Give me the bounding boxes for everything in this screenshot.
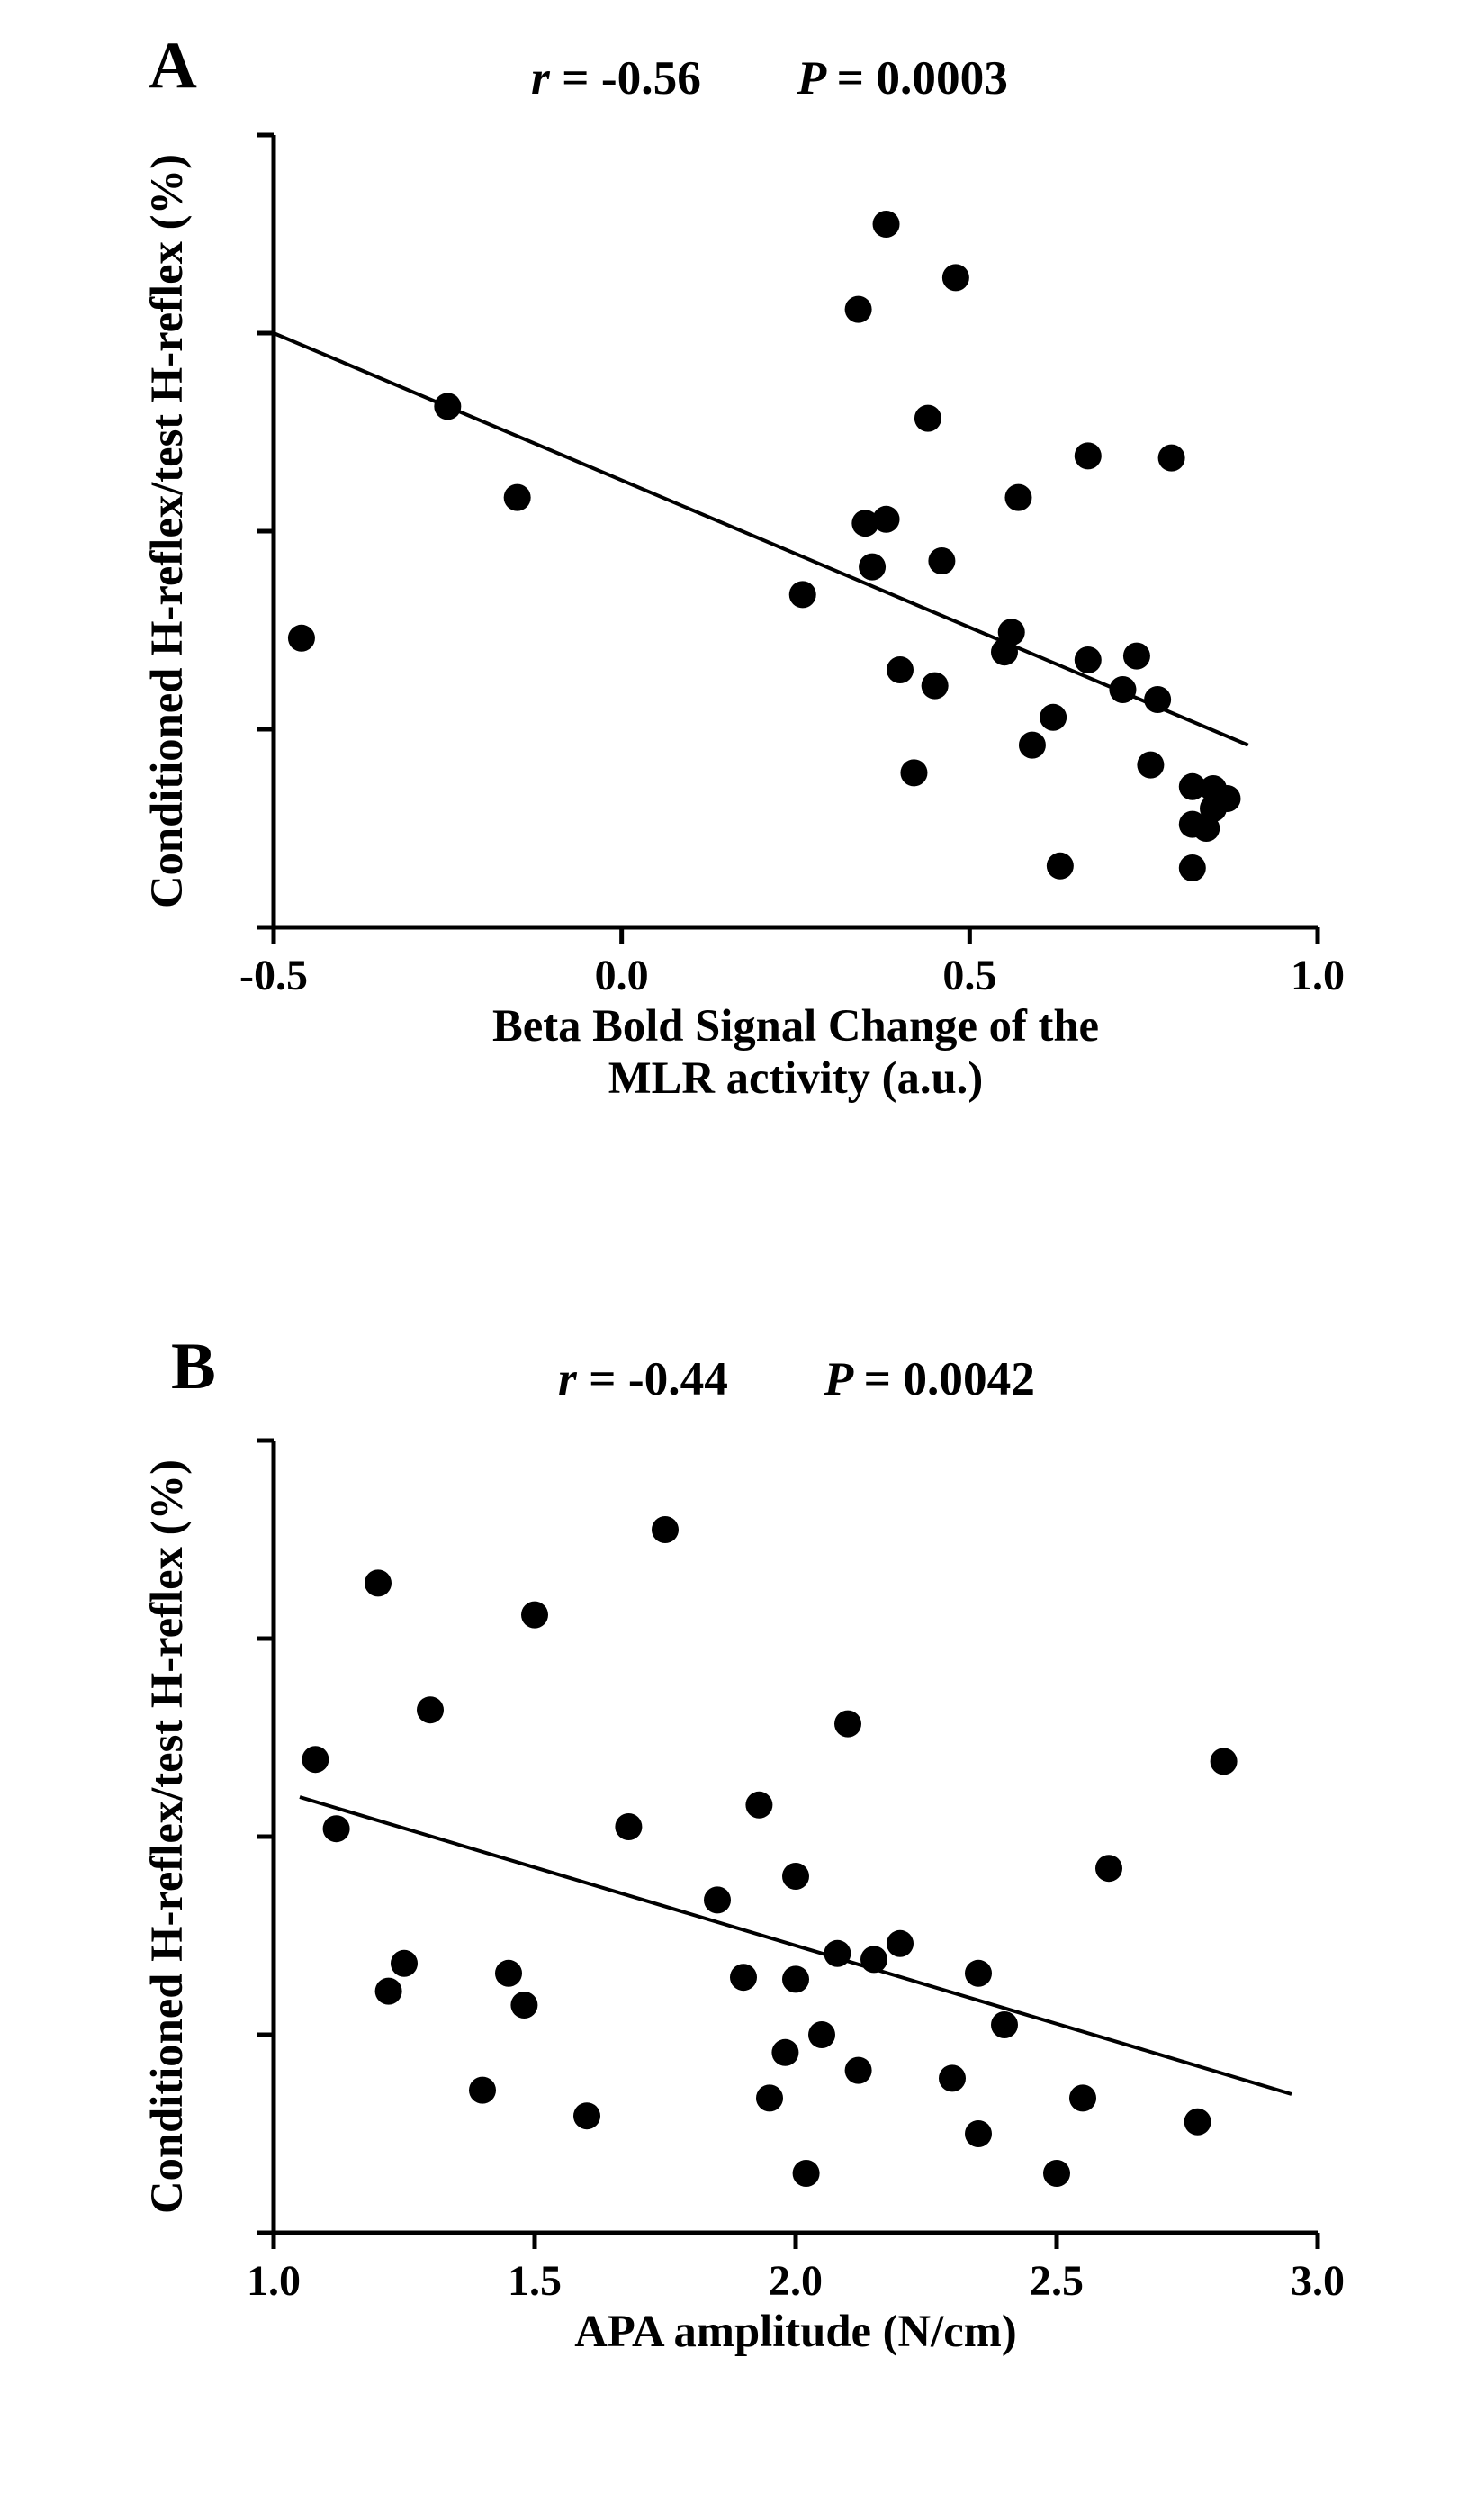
scatter-point [302, 1746, 329, 1773]
x-tick-label: 0.5 [942, 951, 996, 1000]
scatter-point [873, 211, 900, 238]
scatter-point [1137, 752, 1164, 779]
scatter-point [469, 2077, 496, 2104]
scatter-point [1179, 854, 1206, 881]
scatter-point [1095, 1855, 1122, 1882]
scatter-point [873, 506, 900, 533]
scatter-point [914, 405, 941, 432]
scatter-point [434, 393, 461, 420]
scatter-point [1043, 2160, 1070, 2187]
scatter-point [859, 554, 886, 581]
x-tick-label: 1.5 [508, 2256, 562, 2306]
scatter-point [834, 1711, 861, 1738]
scatter-point [504, 484, 531, 511]
scatter-point [887, 1930, 914, 1957]
scatter-point [1069, 2084, 1096, 2111]
scatter-point [510, 1992, 537, 2019]
x-tick-label: 3.0 [1291, 2256, 1345, 2306]
scatter-point [323, 1815, 350, 1842]
scatter-point [704, 1886, 731, 1913]
x-tick-label: 2.5 [1030, 2256, 1084, 2306]
scatter-point [615, 1813, 642, 1840]
panel-B-label: B [171, 1328, 216, 1405]
figure-root: A r = -0.56 P = 0.0003 Conditioned H-ref… [0, 0, 1459, 2520]
scatter-point [288, 625, 315, 652]
panel-A-xlabel-line2: MLR activity (a.u.) [274, 1052, 1318, 1104]
scatter-point [824, 1940, 851, 1967]
scatter-point [793, 2160, 820, 2187]
x-tick-label: -0.5 [239, 951, 308, 1000]
x-tick-label: 1.0 [247, 2256, 301, 2306]
scatter-point [365, 1569, 392, 1596]
scatter-point [789, 581, 816, 608]
x-tick-label: 0.0 [595, 951, 649, 1000]
scatter-point [942, 264, 969, 291]
scatter-point [928, 547, 955, 574]
scatter-point [782, 1863, 809, 1890]
scatter-point [845, 2057, 872, 2084]
scatter-point [1075, 646, 1102, 673]
scatter-point [939, 2064, 966, 2091]
scatter-point [887, 656, 914, 683]
scatter-point [991, 2011, 1018, 2038]
panel-A-chart [220, 81, 1372, 981]
scatter-point [808, 2021, 835, 2048]
panel-A-xlabel-line1: Beta Bold Signal Change of the [274, 999, 1318, 1052]
panel-A-y-axis-title: Conditioned H-reflex/test H-reflex (%) [140, 135, 193, 927]
scatter-point [745, 1792, 772, 1819]
x-tick-label: 1.0 [1291, 951, 1345, 1000]
scatter-point [1040, 704, 1067, 731]
scatter-point [1213, 785, 1240, 812]
scatter-point [1047, 853, 1074, 880]
scatter-point [1075, 442, 1102, 469]
panel-B-x-axis-title: APA amplitude (N/cm) [274, 2305, 1318, 2357]
scatter-point [860, 1946, 887, 1973]
scatter-point [756, 2084, 783, 2111]
regression-line [274, 333, 1248, 745]
panel-B-y-axis-title: Conditioned H-reflex/test H-reflex (%) [140, 1441, 193, 2233]
scatter-point [1004, 484, 1031, 511]
scatter-point [652, 1516, 679, 1543]
scatter-point [782, 1965, 809, 1992]
scatter-point [998, 619, 1025, 646]
scatter-point [1019, 732, 1046, 759]
scatter-point [965, 1960, 992, 1987]
scatter-point [375, 1978, 402, 2005]
scatter-point [1184, 2109, 1211, 2136]
scatter-point [573, 2102, 600, 2129]
scatter-point [1123, 643, 1150, 670]
panel-B-xlabel-line1: APA amplitude (N/cm) [274, 2305, 1318, 2357]
panel-A-label: A [149, 27, 197, 104]
x-tick-label: 2.0 [769, 2256, 823, 2306]
scatter-point [521, 1602, 548, 1629]
panel-B-chart [220, 1386, 1372, 2287]
scatter-point [730, 1964, 757, 1991]
scatter-point [1158, 445, 1185, 472]
scatter-point [922, 673, 949, 700]
panel-A-x-axis-title: Beta Bold Signal Change of the MLR activ… [274, 999, 1318, 1104]
scatter-point [1144, 686, 1171, 713]
scatter-point [417, 1696, 444, 1723]
scatter-point [495, 1960, 522, 1987]
scatter-point [845, 296, 872, 323]
scatter-point [1109, 676, 1136, 703]
scatter-point [391, 1950, 418, 1977]
scatter-point [900, 759, 927, 786]
scatter-point [771, 2039, 798, 2066]
scatter-point [1211, 1748, 1238, 1775]
scatter-point [965, 2120, 992, 2147]
